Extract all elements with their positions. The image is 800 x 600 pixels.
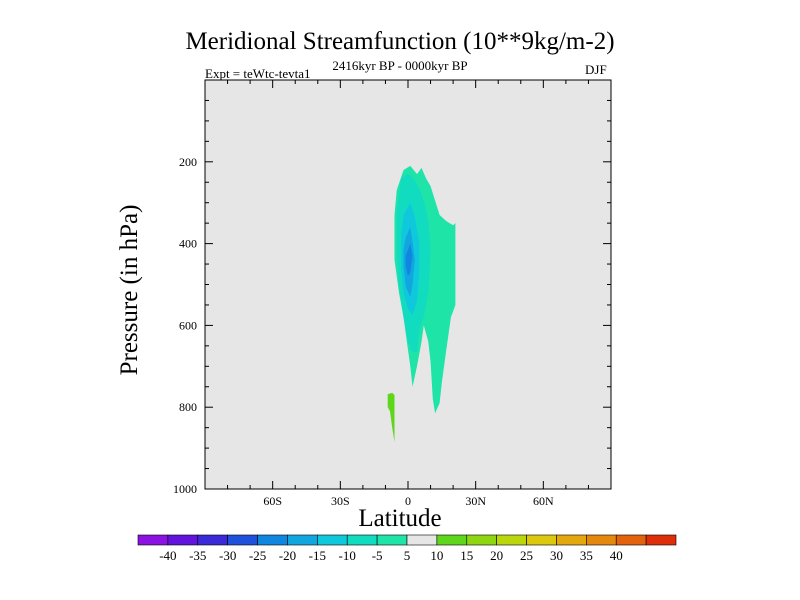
- colorbar-swatch: [496, 534, 527, 546]
- contour-neg-25: [405, 243, 413, 277]
- x-tick-label: 0: [405, 494, 411, 508]
- colorbar-label: 30: [550, 548, 563, 563]
- experiment-label: Expt = teWtc-tevta1: [205, 66, 311, 81]
- colorbar-swatch: [376, 534, 408, 546]
- y-tick-label: 600: [179, 318, 197, 332]
- y-tick-label: 1000: [173, 482, 197, 496]
- colorbar-swatch: [556, 534, 587, 546]
- colorbar-label: 5: [404, 548, 411, 563]
- colorbar-swatch: [466, 534, 497, 546]
- colorbar-swatch: [197, 534, 228, 546]
- colorbar-swatch: [346, 534, 378, 546]
- colorbar-label: -30: [219, 548, 236, 563]
- colorbar-swatch: [586, 534, 617, 546]
- colorbar-label: 15: [460, 548, 473, 563]
- x-tick-label: 60N: [533, 494, 554, 508]
- colorbar-swatch: [436, 534, 468, 546]
- season-label: DJF: [585, 62, 607, 77]
- colorbar-label: -40: [159, 548, 176, 563]
- colorbar-label: -15: [309, 548, 326, 563]
- colorbar-label: 40: [610, 548, 623, 563]
- colorbar-swatch: [615, 534, 647, 546]
- x-tick-label: 30N: [465, 494, 486, 508]
- colorbar-label: -20: [279, 548, 296, 563]
- x-tick-label: 30S: [331, 494, 350, 508]
- colorbar-label: -5: [372, 548, 383, 563]
- colorbar-swatch: [167, 534, 199, 546]
- colorbar-label: -25: [249, 548, 266, 563]
- chart-subtitle: 2416kyr BP - 0000kyr BP: [332, 58, 468, 73]
- colorbar-swatch: [645, 534, 677, 546]
- y-tick-label: 400: [179, 237, 197, 251]
- colorbar-label: -10: [339, 548, 356, 563]
- x-tick-label: 60S: [263, 494, 282, 508]
- colorbar-swatch: [317, 534, 348, 546]
- contour-pos-5-low: [387, 392, 395, 442]
- colorbar-label: 20: [490, 548, 503, 563]
- y-tick-label: 200: [179, 155, 197, 169]
- y-tick-label: 800: [179, 400, 197, 414]
- colorbar-swatch: [526, 534, 557, 546]
- colorbar-swatch: [287, 534, 318, 546]
- chart-title: Meridional Streamfunction (10**9kg/m-2): [185, 28, 615, 55]
- colorbar-swatch: [227, 534, 258, 546]
- x-axis-label: Latitude: [358, 505, 442, 532]
- colorbar-swatch: [406, 534, 438, 546]
- colorbar-swatch: [257, 534, 288, 546]
- colorbar-label: 35: [580, 548, 593, 563]
- colorbar-label: 25: [520, 548, 533, 563]
- colorbar-label: 10: [430, 548, 443, 563]
- colorbar-swatch: [137, 534, 169, 546]
- colorbar-label: -35: [189, 548, 206, 563]
